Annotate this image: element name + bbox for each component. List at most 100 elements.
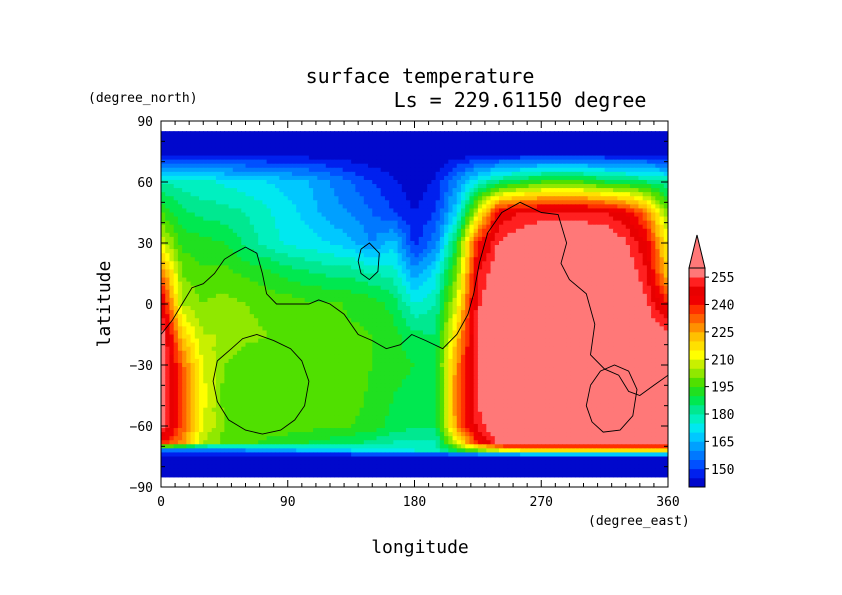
heatmap-cell [207, 143, 213, 149]
heatmap-cell [537, 273, 542, 279]
heatmap-cell [549, 277, 555, 283]
heatmap-cell [291, 228, 297, 234]
heatmap-cell [617, 143, 623, 149]
heatmap-cell [275, 151, 280, 157]
heatmap-cell [659, 143, 665, 149]
heatmap-cell [330, 277, 335, 283]
heatmap-cell [232, 216, 238, 222]
heatmap-cell [308, 253, 314, 258]
heatmap-cell [359, 236, 365, 242]
heatmap-cell [291, 297, 297, 303]
heatmap-cell [249, 289, 255, 295]
heatmap-cell [249, 228, 255, 234]
heatmap-cell [308, 277, 314, 283]
heatmap-cell [570, 163, 576, 169]
heatmap-cell [583, 131, 589, 136]
heatmap-cell [596, 265, 601, 271]
heatmap-cell [503, 281, 509, 287]
heatmap-cell [608, 232, 614, 238]
heatmap-cell [245, 143, 251, 149]
heatmap-cell [211, 192, 217, 197]
heatmap-cell [452, 224, 458, 230]
heatmap-cell [591, 135, 597, 140]
heatmap-cell [629, 273, 635, 279]
heatmap-cell [266, 249, 272, 254]
heatmap-cell [553, 261, 559, 266]
heatmap-cell [384, 147, 390, 153]
heatmap-cell [499, 139, 504, 144]
heatmap-cell [414, 220, 420, 226]
heatmap-cell [431, 208, 437, 214]
heatmap-cell [258, 179, 263, 185]
heatmap-cell [452, 265, 458, 271]
heatmap-cell [177, 232, 183, 238]
heatmap-cell [321, 147, 327, 153]
heatmap-cell [494, 212, 500, 218]
heatmap-cell [397, 228, 403, 234]
heatmap-cell [511, 143, 517, 149]
heatmap-cell [283, 200, 289, 205]
heatmap-cell [342, 131, 348, 136]
heatmap-cell [203, 293, 209, 299]
heatmap-cell [625, 257, 631, 262]
heatmap-cell [503, 131, 509, 136]
heatmap-cell [325, 257, 331, 262]
heatmap-cell [524, 143, 530, 149]
heatmap-cell [401, 257, 407, 262]
heatmap-cell [359, 167, 365, 173]
heatmap-cell [553, 257, 559, 262]
heatmap-cell [625, 261, 631, 266]
heatmap-cell [575, 273, 580, 279]
heatmap-cell [579, 228, 585, 234]
heatmap-cell [258, 285, 263, 291]
heatmap-cell [659, 249, 665, 254]
heatmap-cell [490, 179, 496, 185]
heatmap-cell [363, 135, 369, 140]
heatmap-cell [570, 151, 576, 157]
heatmap-cell [359, 143, 365, 149]
heatmap-cell [427, 289, 432, 295]
heatmap-cell [600, 257, 606, 262]
heatmap-cell [528, 159, 534, 165]
heatmap-cell [515, 224, 521, 230]
heatmap-cell [351, 253, 356, 258]
heatmap-cell [182, 245, 187, 250]
heatmap-cell [262, 163, 268, 169]
heatmap-cell [503, 265, 509, 271]
heatmap-cell [338, 131, 344, 136]
heatmap-cell [625, 204, 631, 210]
heatmap-cell [558, 163, 563, 169]
heatmap-cell [397, 208, 403, 214]
heatmap-cell [456, 273, 462, 279]
heatmap-cell [338, 163, 344, 169]
heatmap-cell [177, 249, 183, 254]
heatmap-cell [363, 273, 369, 279]
heatmap-cell [553, 196, 559, 201]
heatmap-cell [368, 245, 373, 250]
heatmap-cell [439, 216, 445, 222]
heatmap-cell [553, 249, 559, 254]
heatmap-cell [245, 281, 251, 287]
heatmap-cell [338, 253, 344, 258]
heatmap-cell [596, 163, 601, 169]
heatmap-cell [330, 151, 335, 157]
heatmap-cell [503, 257, 509, 262]
heatmap-cell [465, 131, 471, 136]
heatmap-cell [617, 257, 623, 262]
heatmap-cell [499, 196, 504, 201]
heatmap-cell [566, 249, 572, 254]
heatmap-cell [376, 135, 382, 140]
heatmap-cell [444, 257, 449, 262]
heatmap-cell [566, 147, 572, 153]
heatmap-cell [355, 224, 361, 230]
heatmap-cell [642, 273, 648, 279]
heatmap-cell [330, 216, 335, 222]
heatmap-cell [448, 175, 454, 181]
heatmap-cell [401, 220, 407, 226]
heatmap-cell [524, 220, 530, 226]
heatmap-cell [613, 273, 618, 279]
heatmap-cell [194, 196, 200, 201]
heatmap-cell [545, 167, 551, 173]
heatmap-cell [634, 171, 640, 177]
heatmap-cell [397, 216, 403, 222]
